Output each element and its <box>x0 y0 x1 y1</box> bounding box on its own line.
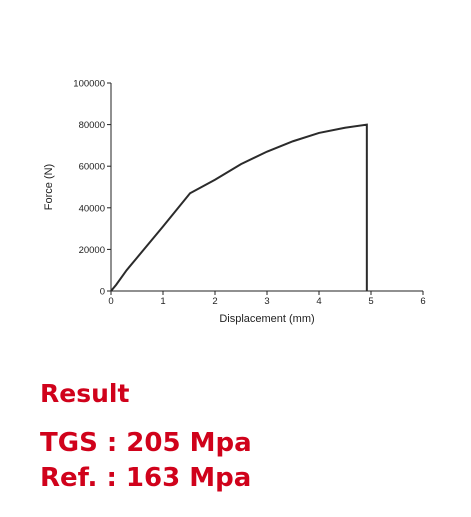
result-line: Ref. : 163 Mpa <box>40 463 251 493</box>
x-tick-label: 4 <box>316 296 321 307</box>
y-tick-label: 0 <box>100 287 105 298</box>
x-axis-label: Displacement (mm) <box>219 313 314 325</box>
y-tick-label: 100000 <box>73 79 105 90</box>
x-tick-label: 0 <box>108 296 113 307</box>
x-tick-label: 5 <box>368 296 373 307</box>
result-heading: Result <box>40 379 129 408</box>
result-line: TGS : 205 Mpa <box>40 428 252 458</box>
data-line <box>110 123 368 292</box>
y-tick-label: 20000 <box>79 245 105 256</box>
y-tick-label: 80000 <box>79 120 105 131</box>
y-axis-label: Force (N) <box>43 164 55 210</box>
x-tick-label: 1 <box>160 296 165 307</box>
x-tick-label: 6 <box>420 296 425 307</box>
x-tick-label: 2 <box>212 296 217 307</box>
y-tick-label: 60000 <box>79 162 105 173</box>
x-tick-label: 3 <box>264 296 269 307</box>
y-tick-label: 40000 <box>79 203 105 214</box>
